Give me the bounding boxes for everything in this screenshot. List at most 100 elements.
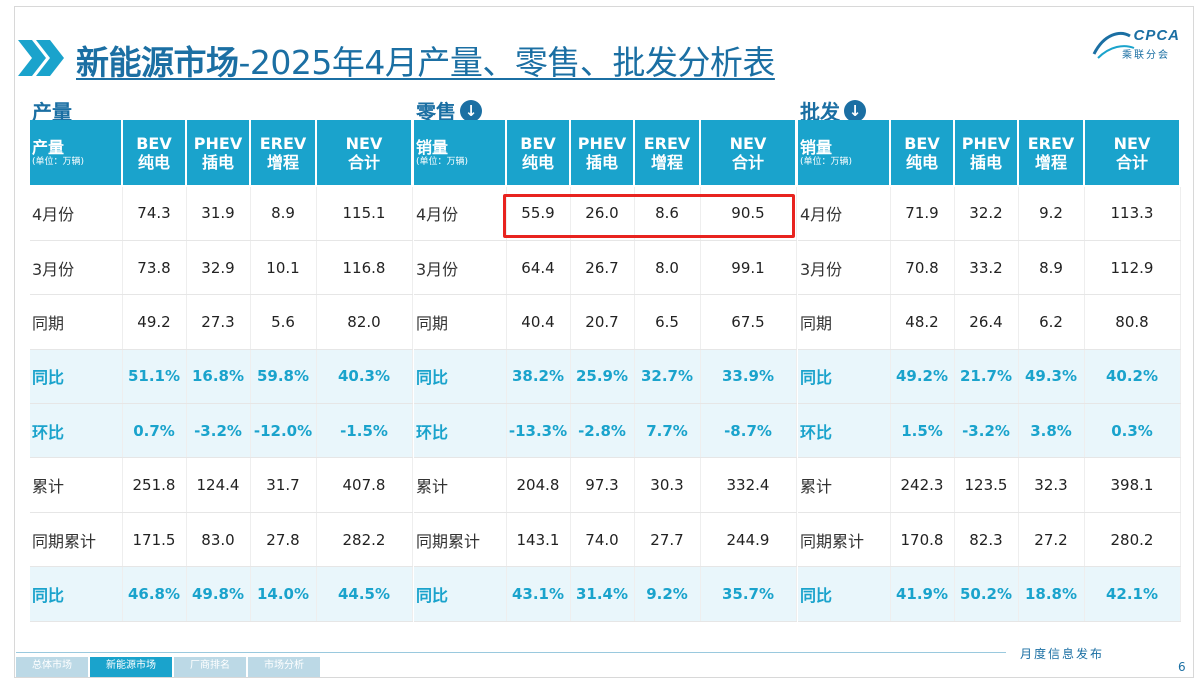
footer-tab-3[interactable]: 市场分析 (248, 657, 320, 677)
value-cell: 9.2 (1018, 186, 1085, 241)
value-cell: 35.7% (700, 566, 797, 622)
row-label: 3月份 (414, 240, 507, 296)
header-col-erev: EREV 增程 (634, 120, 701, 187)
page-title-rest: -2025年4月产量、零售、批发分析表 (238, 43, 776, 82)
row-label: 同期累计 (798, 512, 891, 568)
value-cell: 30.3 (634, 457, 701, 513)
value-cell: -12.0% (250, 403, 317, 459)
value-cell: 10.1 (250, 240, 317, 296)
table-row: 同比 43.1% 31.4% 9.2% 35.7% (414, 566, 797, 622)
col-cn: 增程 (1034, 152, 1067, 172)
col-abbr: EREV (643, 133, 691, 153)
value-cell: 0.3% (1084, 403, 1181, 459)
row-label: 3月份 (798, 240, 891, 296)
row-label: 环比 (414, 403, 507, 459)
table-row: 累计 204.8 97.3 30.3 332.4 (414, 457, 797, 513)
value-cell: 123.5 (954, 457, 1019, 513)
footer-tab-1[interactable]: 新能源市场 (90, 657, 172, 677)
header-col-bev: BEV 纯电 (506, 120, 571, 187)
col-abbr: BEV (136, 133, 172, 153)
col-cn: 插电 (201, 152, 234, 172)
header-row: 销量 (单位：万辆) BEV 纯电 PHEV 插电 EREV 增程 NEV 合计 (414, 120, 797, 187)
value-cell: 49.3% (1018, 349, 1085, 405)
value-cell: 80.8 (1084, 294, 1181, 350)
value-cell: 0.7% (122, 403, 187, 459)
value-cell: 99.1 (700, 240, 797, 296)
value-cell: 51.1% (122, 349, 187, 405)
value-cell: 33.9% (700, 349, 797, 405)
footer-tab-2[interactable]: 厂商排名 (174, 657, 246, 677)
value-cell: 32.3 (1018, 457, 1085, 513)
value-cell: 6.2 (1018, 294, 1085, 350)
value-cell: 1.5% (890, 403, 955, 459)
value-cell: 31.7 (250, 457, 317, 513)
value-cell: 8.9 (250, 186, 317, 241)
header-col-nev: NEV 合计 (1084, 120, 1181, 187)
row-label: 同期累计 (414, 512, 507, 568)
table-row: 3月份 70.8 33.2 8.9 112.9 (798, 240, 1181, 296)
col-abbr: BEV (904, 133, 940, 153)
value-cell: 7.7% (634, 403, 701, 459)
cpca-logo-icon (1092, 31, 1135, 59)
value-cell: 83.0 (186, 512, 251, 568)
value-cell: 44.5% (316, 566, 413, 622)
footer-tabs: 总体市场 新能源市场 厂商排名 市场分析 (16, 657, 322, 677)
value-cell: 14.0% (250, 566, 317, 622)
header-col-phev: PHEV 插电 (570, 120, 635, 187)
value-cell: 49.2 (122, 294, 187, 350)
page-number: 6 (1178, 660, 1186, 674)
value-cell: 204.8 (506, 457, 571, 513)
table-row: 同期累计 170.8 82.3 27.2 280.2 (798, 512, 1181, 568)
value-cell: -8.7% (700, 403, 797, 459)
value-cell: 40.4 (506, 294, 571, 350)
row-label: 3月份 (30, 240, 123, 296)
table-row: 环比 1.5% -3.2% 3.8% 0.3% (798, 403, 1181, 459)
header-metric-cell: 产量 (单位：万辆) (30, 120, 123, 187)
row-label: 同比 (798, 566, 891, 622)
table-row: 累计 242.3 123.5 32.3 398.1 (798, 457, 1181, 513)
value-cell: 27.2 (1018, 512, 1085, 568)
value-cell: 115.1 (316, 186, 413, 241)
table-body: 4月份 55.9 26.0 8.6 90.5 3月份 64.4 26.7 8.0 99.1 同期 40… (414, 186, 797, 622)
row-label: 4月份 (414, 186, 507, 241)
value-cell: 26.4 (954, 294, 1019, 350)
row-label: 同比 (30, 349, 123, 405)
header-row: 销量 (单位：万辆) BEV 纯电 PHEV 插电 EREV 增程 NEV 合计 (798, 120, 1181, 187)
value-cell: 73.8 (122, 240, 187, 296)
value-cell: 251.8 (122, 457, 187, 513)
table-row: 同期 40.4 20.7 6.5 67.5 (414, 294, 797, 350)
header-col-phev: PHEV 插电 (954, 120, 1019, 187)
table-row: 4月份 74.3 31.9 8.9 115.1 (30, 186, 413, 241)
col-abbr: NEV (345, 133, 383, 153)
header-metric-label: 销量 (800, 137, 833, 157)
table-row: 3月份 64.4 26.7 8.0 99.1 (414, 240, 797, 296)
value-cell: 5.6 (250, 294, 317, 350)
col-abbr: PHEV (577, 133, 627, 153)
footer-divider (16, 652, 1006, 653)
highlight-box (503, 194, 795, 238)
arrow-down-circle-icon: ↓ (844, 99, 866, 122)
header-unit-label: (单位：万辆) (416, 156, 469, 167)
value-cell: 33.2 (954, 240, 1019, 296)
value-cell: 49.2% (890, 349, 955, 405)
footer-tab-0[interactable]: 总体市场 (16, 657, 88, 677)
value-cell: 116.8 (316, 240, 413, 296)
logo-subtext: 乘联分会 (1122, 50, 1170, 61)
value-cell: 41.9% (890, 566, 955, 622)
value-cell: 124.4 (186, 457, 251, 513)
col-abbr: BEV (520, 133, 556, 153)
row-label: 同期 (414, 294, 507, 350)
chevron-double-right-icon (18, 40, 64, 76)
value-cell: 97.3 (570, 457, 635, 513)
logo-text: CPCA (1133, 27, 1180, 44)
table-row: 同比 41.9% 50.2% 18.8% 42.1% (798, 566, 1181, 622)
col-cn: 纯电 (905, 152, 938, 172)
value-cell: -3.2% (186, 403, 251, 459)
value-cell: 21.7% (954, 349, 1019, 405)
value-cell: 42.1% (1084, 566, 1181, 622)
row-label: 同比 (30, 566, 123, 622)
value-cell: 40.3% (316, 349, 413, 405)
row-label: 环比 (798, 403, 891, 459)
header-col-bev: BEV 纯电 (890, 120, 955, 187)
value-cell: 43.1% (506, 566, 571, 622)
